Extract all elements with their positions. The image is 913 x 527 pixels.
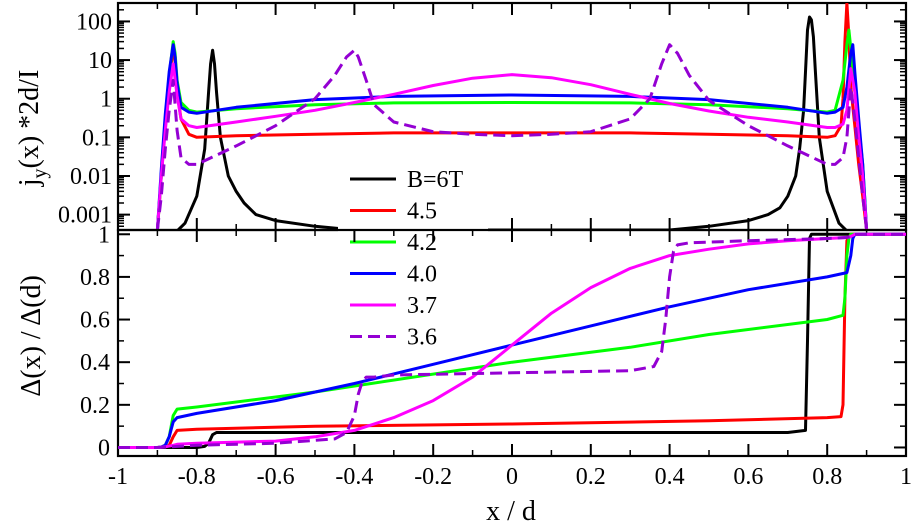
- top-y-axis-label-sub: y: [29, 168, 51, 178]
- bottom-series-4_2: [118, 232, 906, 449]
- top-series-4_2: [155, 28, 869, 230]
- x-tick-label: 0.8: [812, 464, 842, 490]
- top-y-tick-label: 0.1: [82, 125, 112, 151]
- legend-label: 4.5: [407, 199, 437, 225]
- x-axis-label: x / d: [486, 496, 536, 527]
- legend-label: 4.0: [407, 262, 437, 288]
- x-tick-label: -0.4: [335, 464, 373, 490]
- top-series-B_6T: [175, 15, 849, 230]
- top-panel: 0.001 0.01 0.1 1 10 100 jy(x) *2d/I B=6T 4.5 4.…: [14, 1, 908, 351]
- legend-label: 3.6: [407, 325, 437, 351]
- legend-background: [338, 160, 488, 348]
- top-y-axis-label: jy(x) *2d/I: [14, 70, 51, 188]
- x-tick-label: 0.6: [733, 464, 763, 490]
- top-series: [155, 3, 869, 230]
- bottom-series-3_6: [118, 232, 906, 449]
- top-y-tick-label: 0.001: [58, 203, 112, 229]
- bottom-y-tick-label: 0.4: [80, 350, 110, 376]
- bottom-series-4_5: [118, 232, 906, 449]
- legend-label: 4.2: [407, 230, 437, 256]
- top-series-3_7: [155, 62, 869, 230]
- bottom-series: [118, 232, 906, 449]
- x-tick-label: -1: [108, 464, 128, 490]
- bottom-y-tick-label: 0.2: [80, 393, 110, 419]
- top-y-tick-label: 10: [88, 48, 112, 74]
- top-series-4_0: [155, 43, 869, 230]
- bottom-series-B_6T: [118, 232, 906, 449]
- top-y-tick-label: 0.01: [70, 164, 112, 190]
- x-tick-label: 0.2: [576, 464, 606, 490]
- bottom-y-tick-label: 1: [98, 222, 110, 248]
- x-tick-label: -0.2: [414, 464, 452, 490]
- x-tick-label: -0.6: [257, 464, 295, 490]
- legend-label: B=6T: [407, 167, 464, 193]
- top-y-axis-label-rest: (x) *2d/I: [14, 70, 45, 169]
- top-y-tick-label: 100: [76, 9, 112, 35]
- bottom-series-3_7: [118, 232, 906, 449]
- top-y-tick-label: 1: [100, 87, 112, 113]
- bottom-ticks: 0 0.2 0.4 0.6 0.8 1 -1 -0.8 -0.6 -0.4 -0.2 0 0.2 0.4 0…: [80, 222, 912, 490]
- x-tick-label: 1: [900, 464, 912, 490]
- bottom-y-tick-label: 0.8: [80, 265, 110, 291]
- bottom-y-tick-label: 0: [98, 435, 110, 461]
- bottom-plot-frame: [116, 228, 908, 458]
- bottom-panel: 0 0.2 0.4 0.6 0.8 1 -1 -0.8 -0.6 -0.4 -0.2 0 0.2 0.4 0…: [16, 222, 912, 527]
- bottom-series-4_0: [118, 232, 906, 449]
- top-series-3_6: [155, 43, 869, 230]
- x-tick-label: 0.4: [655, 464, 685, 490]
- bottom-y-axis-label: Δ(x) / Δ(d): [16, 275, 47, 397]
- legend-label: 3.7: [407, 293, 437, 319]
- bottom-y-tick-label: 0.6: [80, 308, 110, 334]
- top-ticks: 0.001 0.01 0.1 1 10 100: [58, 2, 907, 231]
- x-tick-label: -0.8: [178, 464, 216, 490]
- legend: B=6T 4.5 4.2 4.0 3.7 3.6: [338, 160, 488, 351]
- x-tick-label: 0: [506, 464, 518, 490]
- top-y-axis-label-main: j: [14, 178, 45, 187]
